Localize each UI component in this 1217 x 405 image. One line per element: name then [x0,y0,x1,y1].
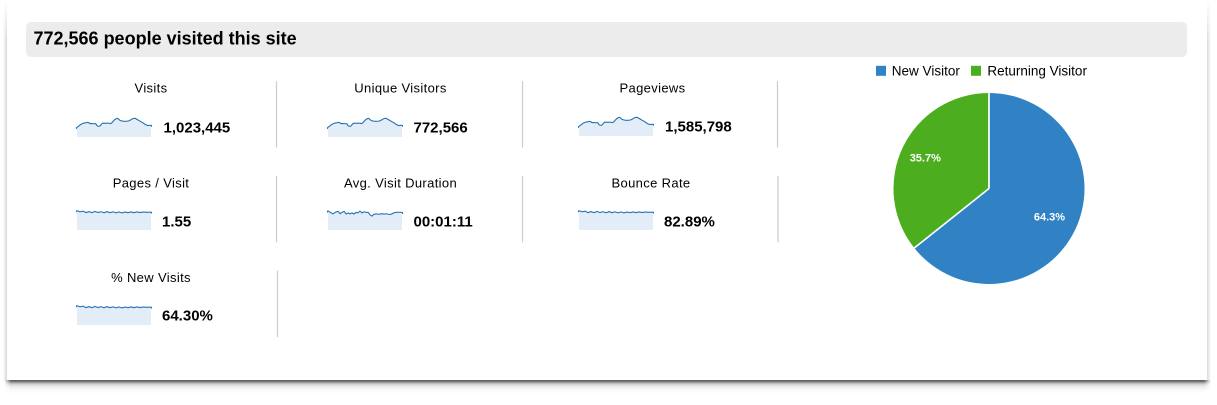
svg-text:1,585,798: 1,585,798 [665,118,732,135]
svg-text:New Visitor: New Visitor [892,64,961,79]
svg-text:Bounce Rate: Bounce Rate [611,175,690,190]
svg-text:1,023,445: 1,023,445 [164,119,231,136]
svg-text:% New Visits: % New Visits [111,270,191,285]
svg-text:Pages / Visit: Pages / Visit [113,175,190,190]
svg-text:Avg. Visit Duration: Avg. Visit Duration [344,175,457,190]
svg-text:Returning Visitor: Returning Visitor [987,64,1087,79]
svg-text:772,566 people visited this si: 772,566 people visited this site [34,29,297,49]
svg-text:1.55: 1.55 [162,213,191,230]
svg-text:82.89%: 82.89% [664,213,715,230]
svg-text:Pageviews: Pageviews [619,81,685,96]
svg-text:772,566: 772,566 [414,119,468,136]
svg-text:Unique Visitors: Unique Visitors [354,81,447,96]
svg-text:64.3%: 64.3% [1034,212,1065,224]
svg-text:64.30%: 64.30% [162,307,213,324]
svg-text:35.7%: 35.7% [910,152,941,164]
svg-text:00:01:11: 00:01:11 [414,213,473,230]
svg-text:Visits: Visits [135,81,168,96]
